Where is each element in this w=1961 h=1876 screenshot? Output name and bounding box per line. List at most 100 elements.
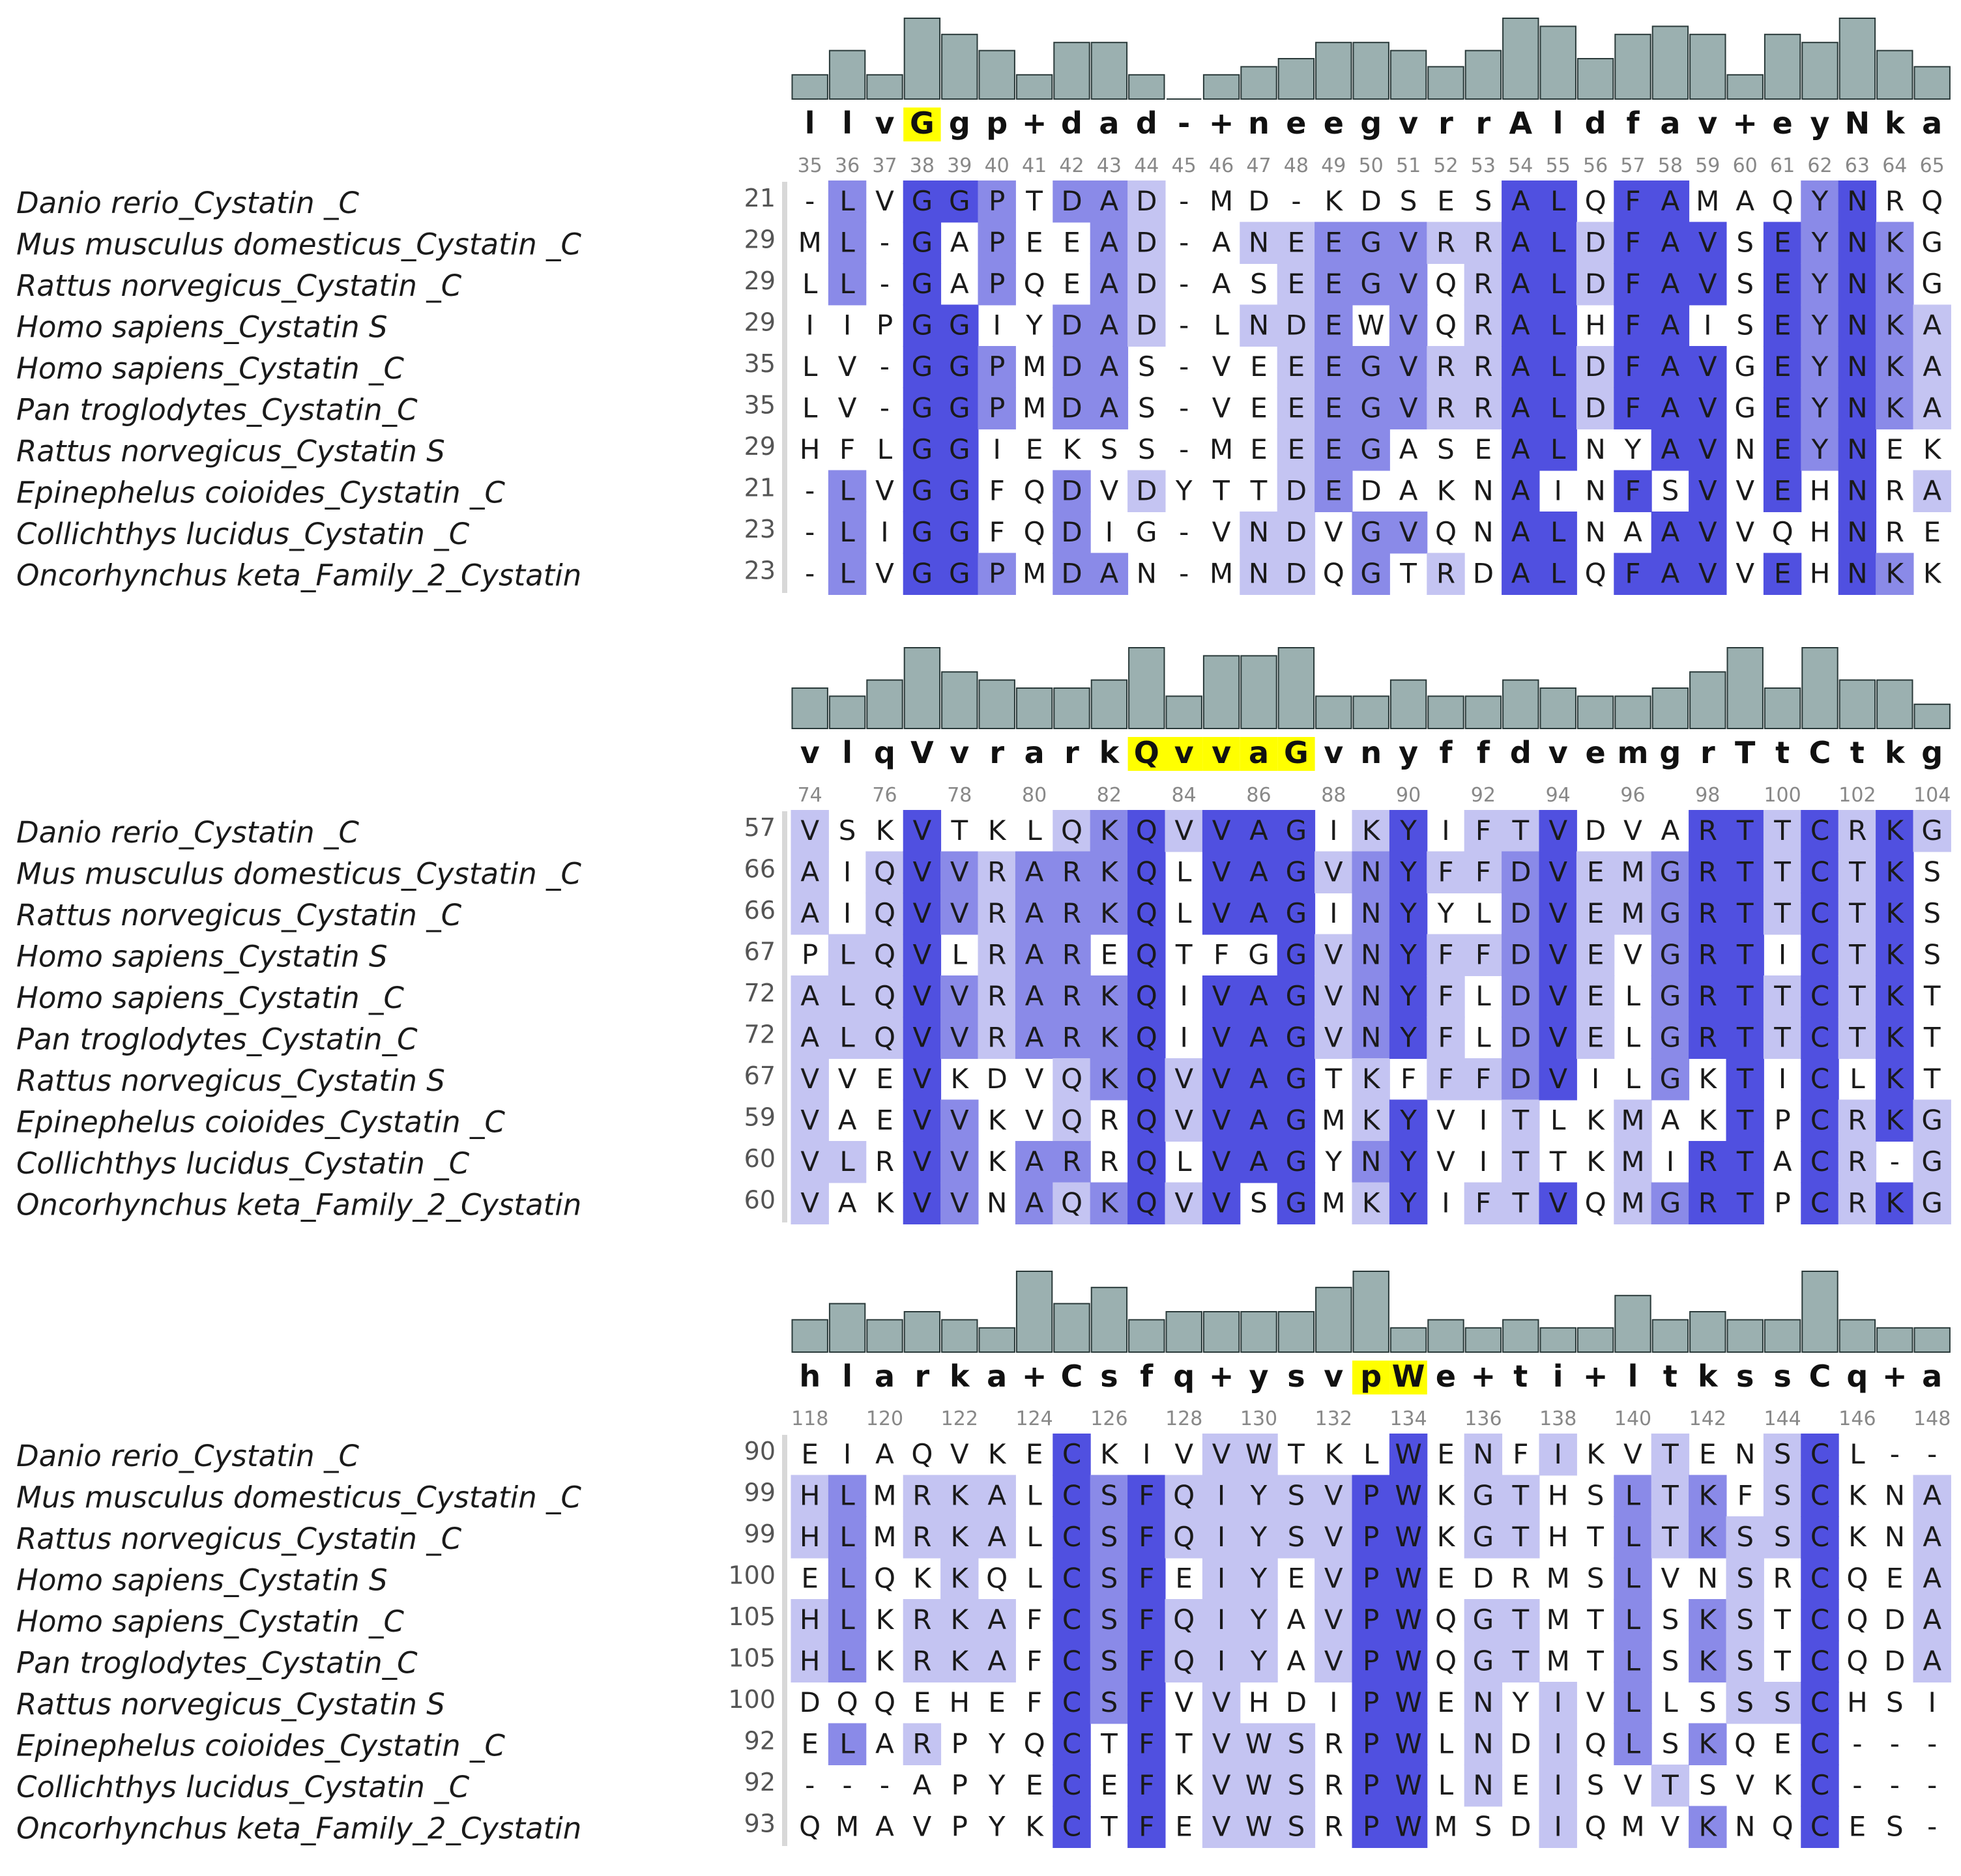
residue-shade <box>978 1017 1016 1059</box>
consensus-letter: k <box>1885 735 1906 770</box>
residue: T <box>1773 897 1791 929</box>
residue: S <box>1662 1728 1679 1760</box>
residue: K <box>951 1063 970 1095</box>
residue: F <box>1625 475 1640 507</box>
residue: E <box>914 1686 931 1718</box>
residue: L <box>1625 1022 1641 1054</box>
residue-shade <box>1015 1141 1054 1183</box>
consensus-letter: t <box>1850 735 1865 770</box>
residue-shade <box>1352 1017 1390 1059</box>
residue: K <box>988 815 1007 846</box>
residue: D <box>1473 558 1494 590</box>
residue: E <box>1774 227 1792 259</box>
residue-shade <box>1015 975 1054 1018</box>
residue-shade <box>1277 1058 1316 1101</box>
residue: F <box>839 433 855 465</box>
consensus-letter: l <box>1553 106 1563 141</box>
residue: K <box>1699 1728 1718 1760</box>
residue: L <box>1550 558 1566 590</box>
consensus-letter: i <box>1553 1359 1563 1394</box>
consensus-letter: e <box>1324 106 1344 141</box>
consensus-letter: f <box>1439 735 1453 770</box>
residue-shade <box>940 1516 979 1559</box>
residue: T <box>1324 1063 1342 1095</box>
residue: V <box>913 1063 932 1095</box>
residue-shade <box>1352 553 1390 595</box>
residue: E <box>1587 897 1605 929</box>
start-number: 72 <box>744 1020 776 1049</box>
position-label: 43 <box>1097 154 1122 177</box>
residue: V <box>838 392 857 424</box>
residue: V <box>1736 1769 1754 1801</box>
residue: V <box>1698 475 1717 507</box>
residue: S <box>1662 475 1679 507</box>
residue-shade <box>940 851 979 893</box>
residue: W <box>1358 310 1385 341</box>
consensus-letter: d <box>1585 106 1606 141</box>
residue: L <box>1625 1728 1641 1760</box>
residue-shade <box>1389 893 1428 935</box>
residue: P <box>1363 1604 1379 1636</box>
residue: F <box>1625 351 1640 382</box>
residue-shade <box>978 851 1016 893</box>
residue: T <box>1848 897 1866 929</box>
residue-shade <box>1315 263 1353 306</box>
position-label: 80 <box>1022 784 1047 807</box>
residue: V <box>875 185 894 217</box>
residue-shade <box>1614 346 1652 388</box>
residue: G <box>1286 815 1307 846</box>
residue-shade <box>1689 346 1727 388</box>
residue: N <box>1361 939 1381 971</box>
residue: W <box>1395 1480 1422 1512</box>
residue-shade <box>1202 1599 1241 1641</box>
residue-shade <box>1502 222 1540 264</box>
residue: S <box>1923 939 1941 971</box>
residue: A <box>1661 227 1680 259</box>
residue-shade <box>1352 429 1390 471</box>
residue-shade <box>1502 810 1540 852</box>
residue: L <box>1625 1563 1641 1595</box>
residue: C <box>1062 1563 1081 1595</box>
consensus-letter: v <box>950 735 969 770</box>
residue: G <box>1660 1063 1681 1095</box>
residue: E <box>1101 1769 1118 1801</box>
consensus-letter: a <box>1922 1359 1942 1394</box>
residue: K <box>1699 1521 1718 1553</box>
residue: L <box>1213 310 1229 341</box>
residue: R <box>987 939 1006 971</box>
residue-shade <box>791 1640 829 1682</box>
residue: S <box>1736 1563 1754 1595</box>
species-name: Homo sapiens_Cystatin S <box>16 1563 388 1598</box>
residue: A <box>1623 516 1642 548</box>
residue: L <box>1475 1022 1491 1054</box>
conservation-bar <box>1240 66 1277 100</box>
residue: K <box>1923 558 1942 590</box>
residue-shade <box>1315 1017 1353 1059</box>
residue: F <box>1438 939 1453 971</box>
residue: - <box>1179 392 1189 424</box>
residue: H <box>1847 1686 1868 1718</box>
residue: Q <box>1136 856 1157 888</box>
conservation-bar <box>1427 695 1464 730</box>
residue: N <box>1885 1521 1905 1553</box>
residue: I <box>1217 1604 1225 1636</box>
residue-shade <box>1539 263 1577 306</box>
residue: E <box>801 1728 819 1760</box>
consensus-letter: l <box>842 1359 852 1394</box>
conservation-bar <box>1726 647 1764 729</box>
residue-shade <box>1502 429 1540 471</box>
residue-shade <box>1015 934 1054 976</box>
residue: L <box>952 939 968 971</box>
residue: W <box>1395 1811 1422 1843</box>
residue-shade <box>865 1017 904 1059</box>
residue: Q <box>1734 1728 1756 1760</box>
residue: R <box>1698 980 1717 1012</box>
residue: L <box>1438 1728 1454 1760</box>
residue: - <box>880 351 890 382</box>
residue-shade <box>791 893 829 935</box>
residue: G <box>912 351 933 382</box>
residue-shade <box>1127 263 1166 306</box>
residue: Q <box>1061 1104 1082 1136</box>
residue-shade <box>1165 1475 1203 1517</box>
consensus-letter: l <box>842 106 852 141</box>
